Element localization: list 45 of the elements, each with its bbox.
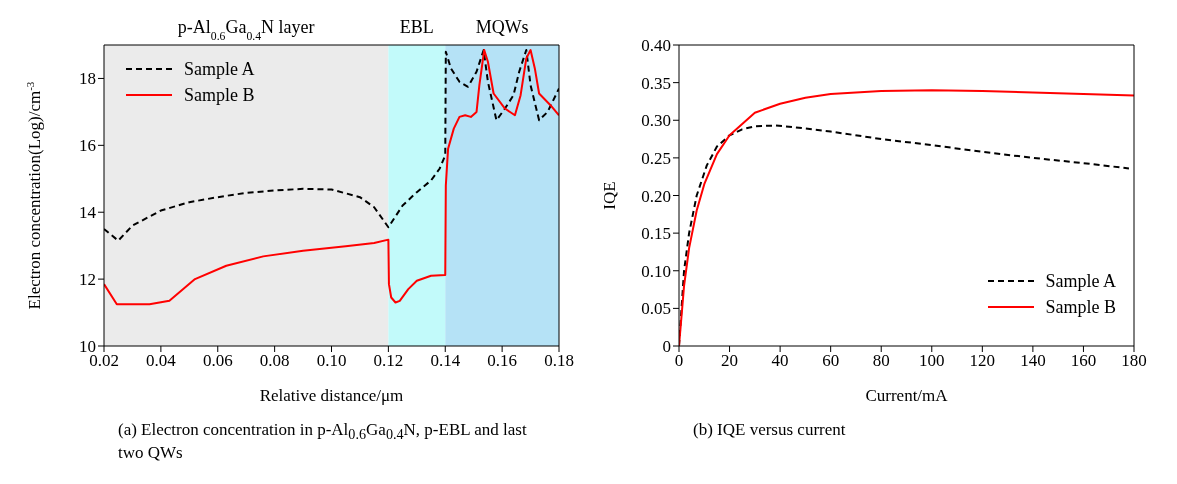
x-tick-label: 0 [674, 351, 684, 371]
x-tick-label: 0.14 [430, 351, 461, 371]
y-tick-label: 0.10 [641, 261, 671, 281]
text: (b) IQE versus current [692, 420, 847, 440]
y-tick-label: 14 [79, 203, 97, 223]
text: (a) Electron concentration in p-Al$_{0.6}$Ga$_{0.4}$N, p-EBL and last two QWs [118, 420, 527, 463]
band-label: p-Al$_{0.6}$Ga$_{0.4}$N layer [177, 17, 315, 43]
x-tick-label: 140 [1020, 351, 1046, 371]
x-tick-label: 0.08 [259, 351, 290, 371]
x-tick-label: 0.12 [373, 351, 404, 371]
line-series [104, 49, 559, 306]
x-tick-label: 120 [969, 351, 996, 371]
y-tick-label: 0 [662, 337, 671, 357]
band-label: MQWs [475, 17, 529, 37]
x-tick-label: 0.02 [89, 351, 119, 371]
y-tick-label: 0.35 [641, 73, 671, 93]
y-tick-label: 0.15 [641, 224, 671, 244]
legend-label: Sample A [1045, 270, 1116, 293]
y-tick-label: 16 [79, 136, 96, 156]
x-tick-label: 80 [872, 351, 890, 371]
x-axis-title: Relative distance/μm [259, 386, 404, 405]
x-axis-title: Current/mA [865, 386, 949, 405]
x-tick-label: 20 [721, 351, 739, 371]
band-label: EBL [399, 17, 434, 37]
x-tick-label: 0.06 [202, 351, 233, 371]
legend-label: Sample B [1045, 296, 1116, 319]
x-tick-label: 180 [1121, 351, 1147, 371]
y-tick-label: 0.40 [641, 36, 671, 56]
y-tick-label: 0.20 [641, 186, 671, 206]
x-tick-label: 100 [919, 351, 945, 371]
x-tick-label: 0.10 [316, 351, 347, 371]
y-tick-label: 12 [79, 270, 96, 290]
x-tick-label: 40 [771, 351, 789, 371]
x-tick-label: 160 [1070, 351, 1097, 371]
x-tick-label: 0.18 [544, 351, 574, 371]
y-axis-title: IQE [600, 181, 619, 210]
x-tick-label: 0.16 [487, 351, 517, 371]
legend-label: Sample B [184, 84, 255, 107]
y-tick-label: 0.25 [641, 148, 671, 168]
y-tick-label: 18 [79, 69, 96, 89]
y-tick-label: 0.05 [641, 299, 671, 319]
x-tick-label: 60 [822, 351, 840, 371]
legend-label: Sample A [184, 58, 255, 81]
y-tick-label: 0.30 [641, 111, 671, 131]
x-tick-label: 0.04 [146, 351, 177, 371]
